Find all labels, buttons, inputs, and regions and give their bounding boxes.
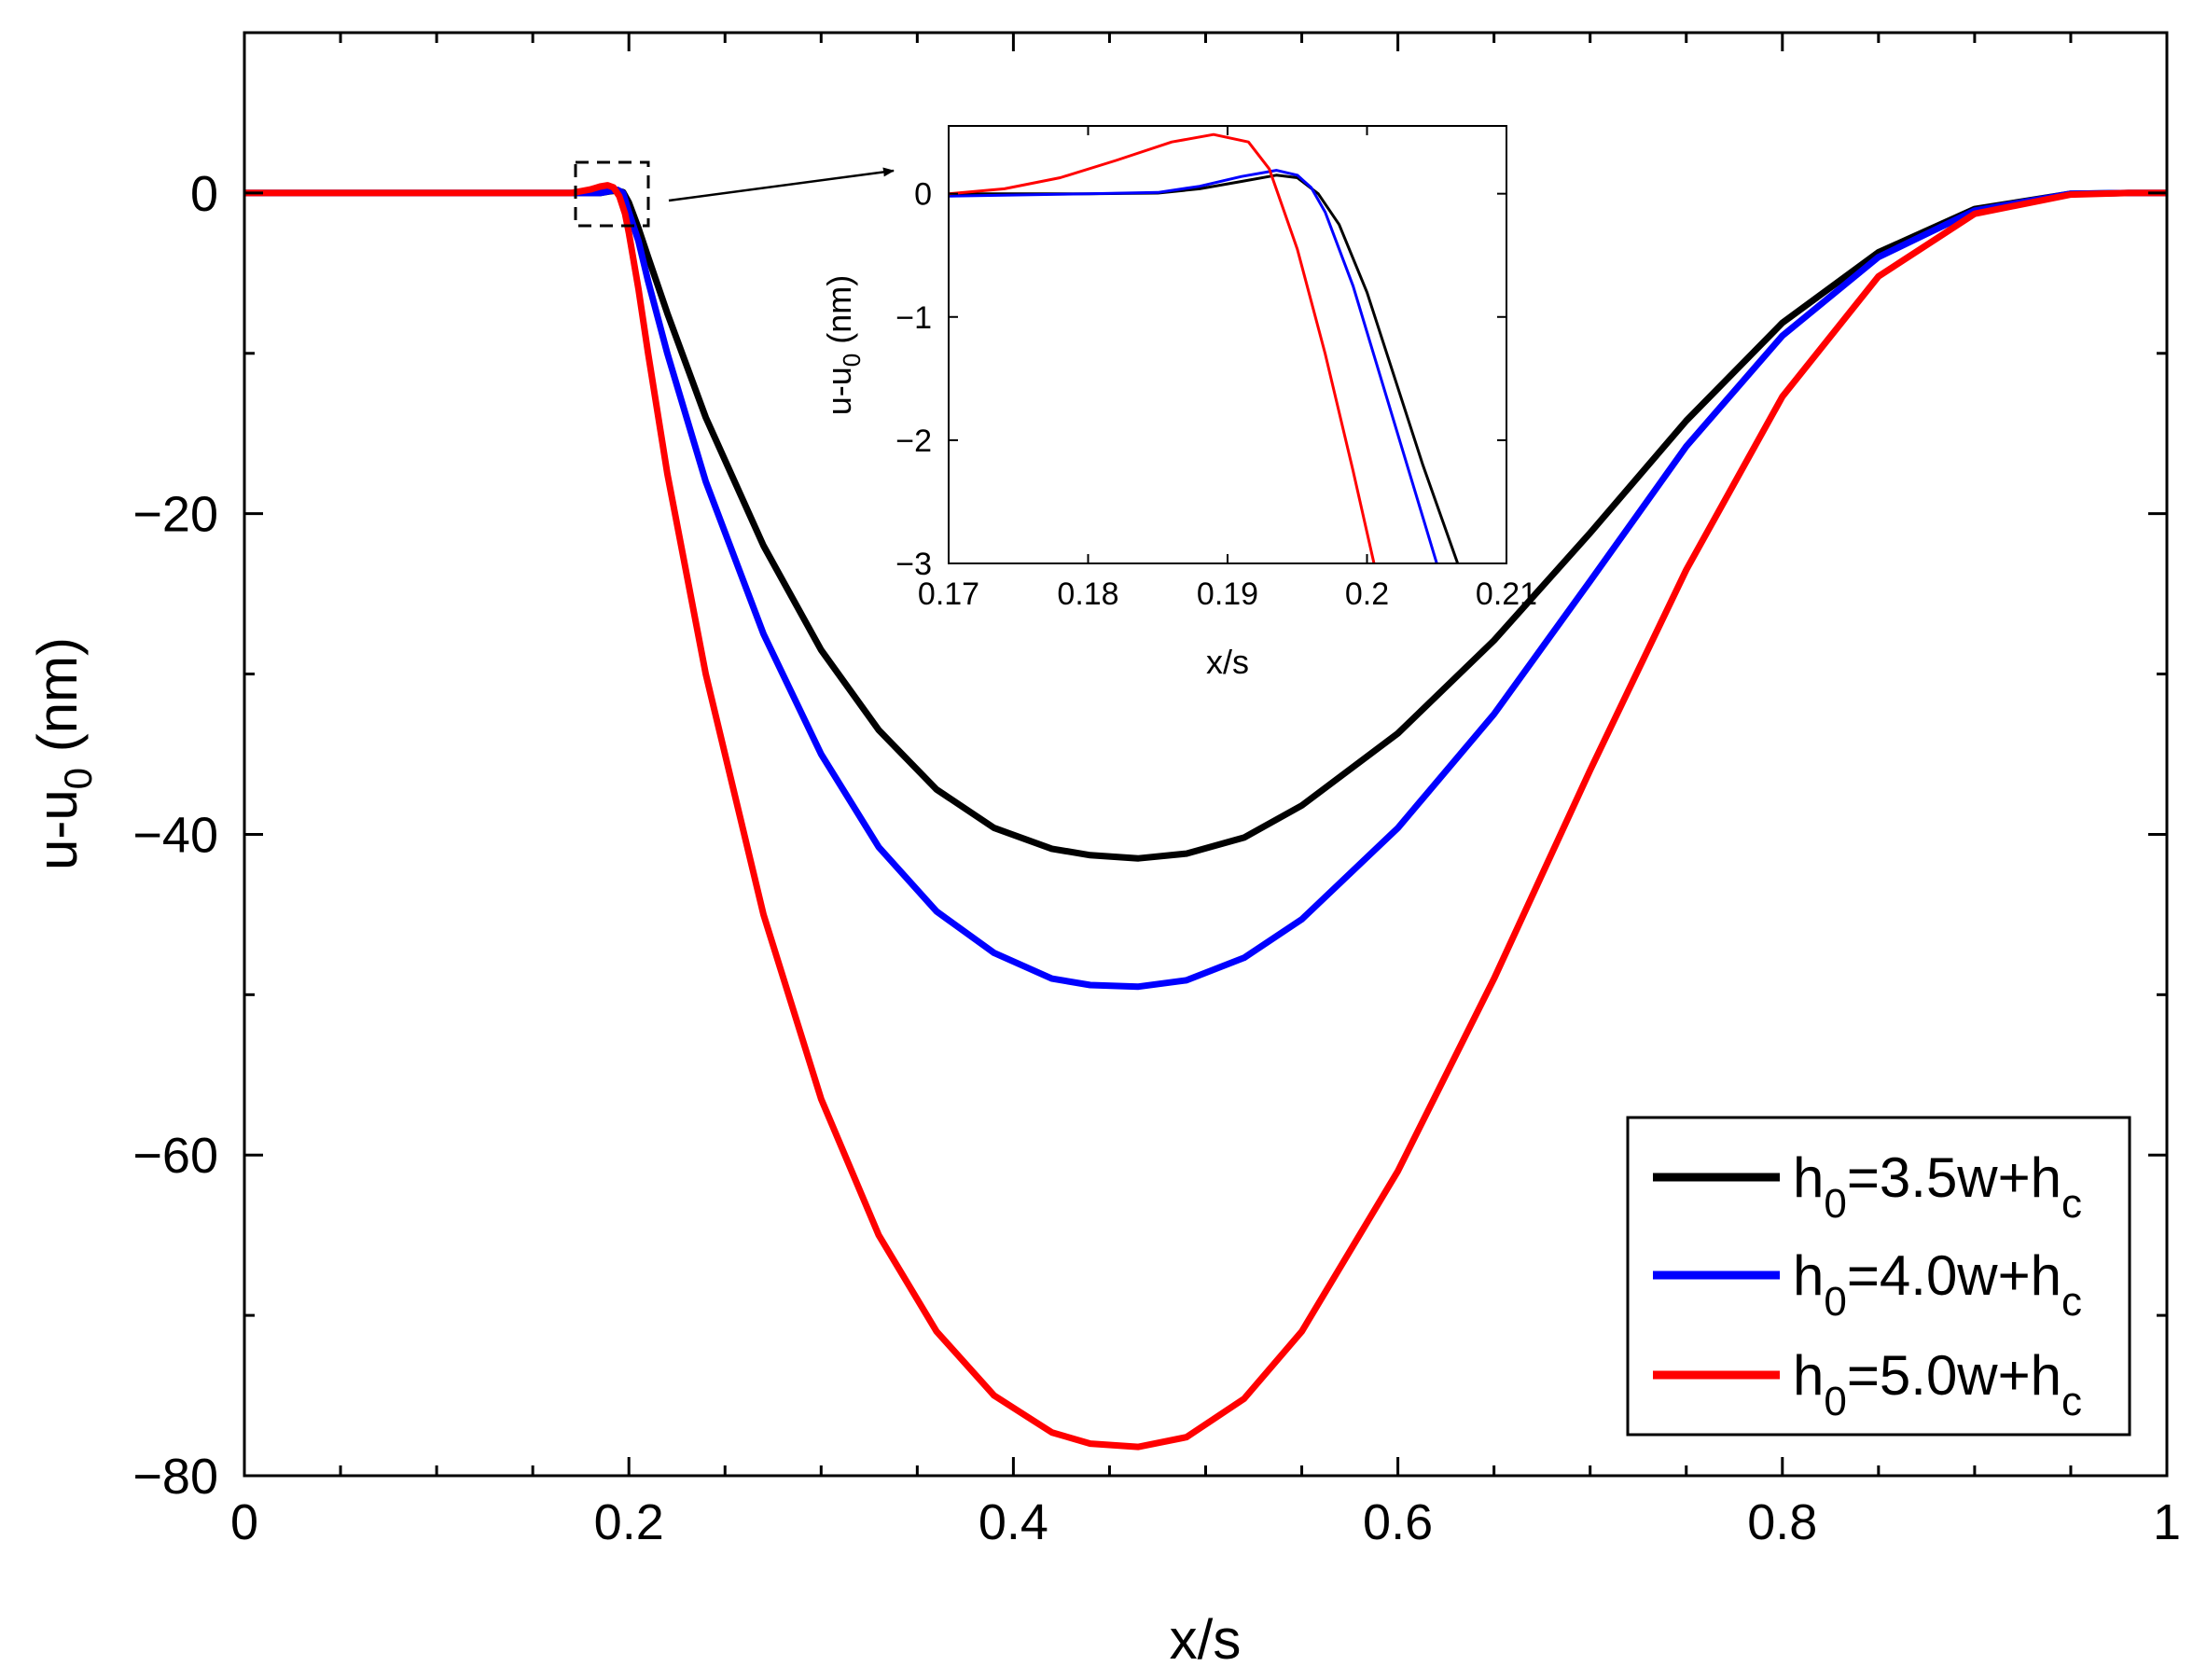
series-line-1 bbox=[949, 169, 1438, 563]
x-tick-label: 0 bbox=[230, 1494, 258, 1550]
inset-plot-area bbox=[949, 126, 1506, 563]
x-tick-label: 0.21 bbox=[1476, 576, 1537, 612]
series-line-2 bbox=[949, 132, 1376, 563]
inset-series-group bbox=[949, 132, 1460, 563]
inset-x-axis-label: x/s bbox=[1206, 643, 1249, 681]
x-tick-label: 0.18 bbox=[1057, 576, 1118, 612]
legend-label-3-5w: h0=3.5w+hc bbox=[1793, 1146, 2082, 1227]
y-tick-label: −80 bbox=[132, 1449, 218, 1505]
series-line-2 bbox=[244, 182, 2167, 1451]
inset-ticks: 0.17 0.18 0.19 0.2 0.21 0 −1 −2 −3 bbox=[895, 126, 1537, 612]
inset-axes-box bbox=[948, 125, 1507, 564]
x-tick-label: 0.6 bbox=[1363, 1494, 1433, 1550]
y-tick-label: −2 bbox=[895, 423, 932, 459]
inset-plot: 0.17 0.18 0.19 0.2 0.21 0 −1 −2 −3 x/s u-u0 (nm) bbox=[820, 125, 1537, 681]
y-tick-label: 0 bbox=[914, 177, 932, 213]
y-tick-label: −3 bbox=[895, 547, 932, 582]
x-tick-label: 0.19 bbox=[1197, 576, 1258, 612]
x-tick-label: 0.17 bbox=[918, 576, 979, 612]
y-tick-label: −40 bbox=[132, 807, 218, 863]
zoom-indicator bbox=[574, 160, 895, 228]
main-x-axis-label: x/s bbox=[1170, 1608, 1242, 1671]
x-tick-label: 0.8 bbox=[1747, 1494, 1817, 1550]
x-tick-label: 0.4 bbox=[979, 1494, 1048, 1550]
zoom-arrow bbox=[668, 167, 895, 202]
y-tick-label: 0 bbox=[190, 166, 218, 222]
x-tick-label: 0.2 bbox=[594, 1494, 664, 1550]
inset-y-axis-label: u-u0 (nm) bbox=[820, 275, 866, 416]
legend-label-5-0w: h0=5.0w+hc bbox=[1793, 1344, 2082, 1424]
y-tick-label: −20 bbox=[132, 487, 218, 543]
legend: h0=3.5w+hc h0=4.0w+hc h0=5.0w+hc bbox=[1626, 1116, 2131, 1437]
zoom-region-box bbox=[574, 160, 650, 228]
x-tick-label: 1 bbox=[2153, 1494, 2181, 1550]
legend-label-4-0w: h0=4.0w+hc bbox=[1793, 1244, 2082, 1325]
main-ticks: 0 0.2 0.4 0.6 0.8 10−20−40−60−80 bbox=[132, 31, 2181, 1550]
x-tick-label: 0.2 bbox=[1345, 576, 1389, 612]
y-tick-label: −60 bbox=[132, 1128, 218, 1184]
main-series-group bbox=[244, 182, 2167, 1451]
y-tick-label: −1 bbox=[895, 300, 932, 336]
main-y-axis-label: u-u0 (nm) bbox=[26, 637, 100, 870]
main-axes-box bbox=[243, 31, 2169, 1478]
